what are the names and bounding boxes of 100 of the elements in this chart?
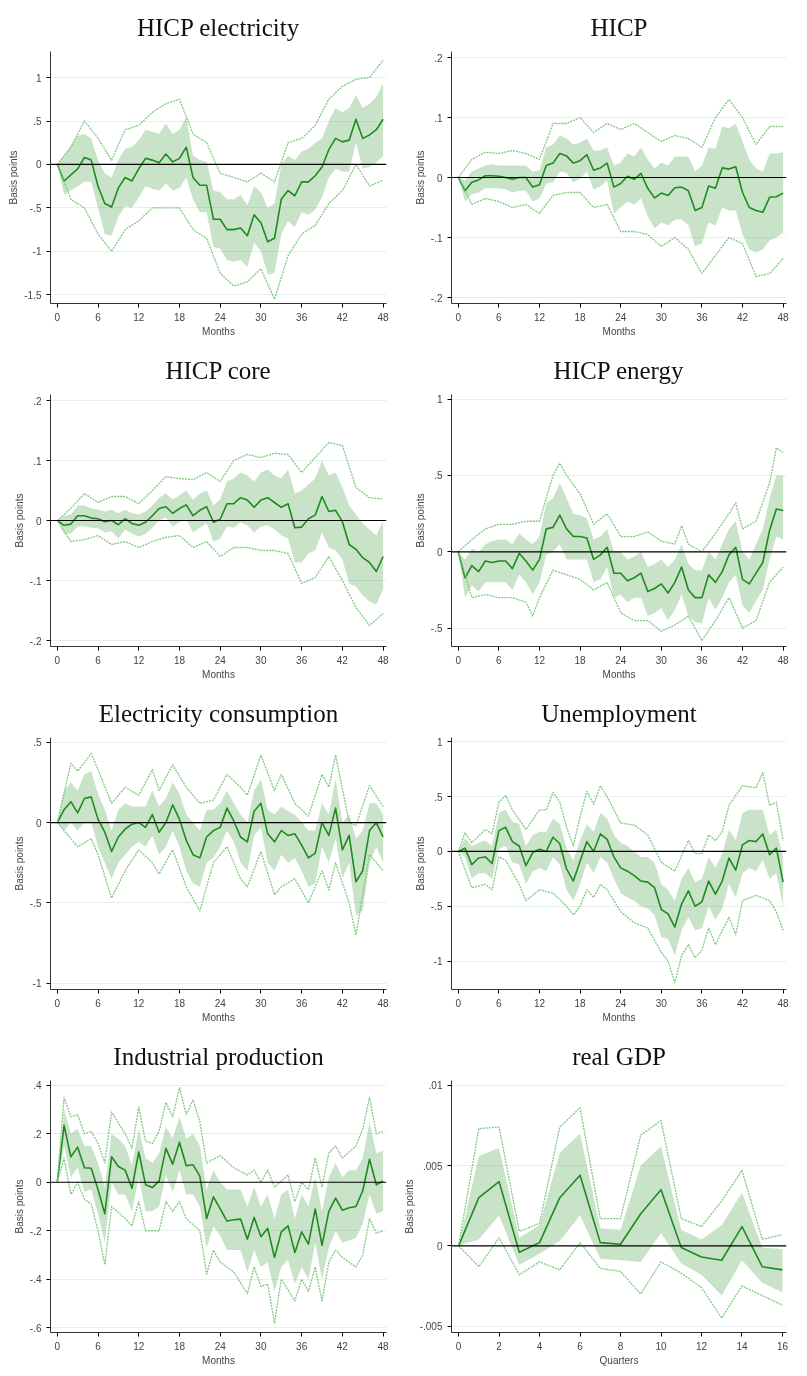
chart-title: HICP core (165, 356, 271, 384)
x-tick-label: 24 (214, 654, 227, 666)
x-tick-label: 18 (574, 997, 587, 1009)
x-tick-label: 0 (455, 997, 462, 1009)
x-tick-label: 30 (655, 654, 668, 666)
x-tick-label: 48 (377, 311, 390, 323)
y-tick-label: 0 (35, 515, 42, 527)
x-tick-label: 36 (296, 311, 308, 323)
y-tick-label: -1 (32, 246, 42, 258)
y-tick-label: .5 (434, 470, 443, 482)
x-tick-label: 36 (696, 997, 708, 1009)
x-tick-label: 6 (496, 311, 503, 323)
x-tick-label: 36 (296, 1340, 308, 1352)
x-axis-title: Months (602, 668, 636, 680)
y-axis-title: Basis points (414, 836, 426, 891)
x-axis-title: Months (602, 1011, 636, 1023)
x-tick-label: 24 (615, 997, 627, 1009)
y-tick-label: .5 (434, 791, 443, 803)
x-tick-label: 36 (696, 654, 708, 666)
y-tick-label: .1 (33, 455, 42, 467)
y-axis-title: Basis points (13, 493, 25, 548)
x-tick-label: 42 (336, 311, 349, 323)
y-tick-label: -.5 (29, 202, 42, 214)
x-tick-label: 30 (655, 997, 668, 1009)
y-tick-label: 0 (35, 159, 42, 171)
x-tick-label: 12 (533, 654, 546, 666)
y-tick-label: 0 (35, 1177, 42, 1189)
x-tick-label: 18 (173, 311, 186, 323)
x-tick-label: 18 (574, 311, 587, 323)
x-tick-label: 18 (574, 654, 587, 666)
x-tick-label: 12 (533, 311, 546, 323)
x-tick-label: 6 (95, 654, 102, 666)
y-tick-label: 0 (436, 546, 443, 558)
y-tick-label: -.4 (29, 1274, 42, 1286)
x-tick-label: 0 (54, 654, 61, 666)
x-tick-label: 24 (214, 311, 227, 323)
x-tick-label: 36 (296, 997, 308, 1009)
x-tick-label: 6 (95, 997, 102, 1009)
x-tick-label: 0 (455, 311, 462, 323)
x-tick-label: 42 (336, 1340, 349, 1352)
x-axis-title: Months (602, 325, 636, 337)
y-tick-label: -.005 (419, 1321, 443, 1333)
x-tick-label: 0 (54, 997, 61, 1009)
x-tick-label: 6 (95, 311, 102, 323)
x-tick-label: 42 (736, 654, 749, 666)
x-tick-label: 0 (54, 1340, 61, 1352)
x-tick-label: 24 (214, 1340, 227, 1352)
x-tick-label: 30 (255, 311, 267, 323)
y-tick-label: -.5 (29, 897, 42, 909)
x-tick-label: 48 (777, 311, 790, 323)
x-tick-label: 12 (133, 1340, 145, 1352)
x-tick-label: 12 (133, 654, 145, 666)
y-tick-label: 0 (436, 172, 443, 184)
x-tick-label: 6 (577, 1340, 584, 1352)
y-tick-label: -.2 (29, 1225, 42, 1237)
x-axis-title: Months (202, 325, 235, 337)
y-tick-label: .5 (33, 116, 42, 128)
x-tick-label: 36 (696, 311, 708, 323)
y-tick-label: .2 (33, 395, 42, 407)
chart-title: HICP electricity (136, 13, 300, 41)
y-tick-label: 0 (436, 1240, 443, 1252)
x-tick-label: 24 (615, 654, 627, 666)
y-tick-label: 1 (35, 72, 42, 84)
y-tick-label: .4 (33, 1080, 42, 1092)
x-tick-label: 10 (655, 1340, 667, 1352)
x-tick-label: 30 (255, 997, 267, 1009)
x-tick-label: 48 (377, 654, 390, 666)
x-tick-label: 14 (736, 1340, 748, 1352)
chart-title: Electricity consumption (98, 699, 339, 727)
x-tick-label: 30 (255, 1340, 267, 1352)
y-tick-label: 0 (35, 817, 42, 829)
y-tick-label: -.5 (430, 623, 443, 635)
x-tick-label: 48 (377, 1340, 390, 1352)
x-tick-label: 0 (455, 1340, 462, 1352)
y-tick-label: -1 (433, 956, 443, 968)
y-tick-label: -.5 (430, 901, 443, 913)
x-tick-label: 12 (133, 997, 145, 1009)
x-tick-label: 30 (655, 311, 668, 323)
x-tick-label: 36 (296, 654, 308, 666)
y-tick-label: -.1 (430, 232, 443, 244)
y-tick-label: -.2 (430, 292, 443, 304)
y-tick-label: -.6 (29, 1322, 42, 1334)
y-tick-label: .005 (423, 1160, 443, 1172)
y-tick-label: 1 (436, 394, 443, 406)
y-tick-label: 0 (436, 846, 443, 858)
x-tick-label: 42 (336, 997, 349, 1009)
y-axis-title: Basis points (414, 150, 426, 205)
x-tick-label: 24 (615, 311, 627, 323)
y-axis-title: Basis points (403, 1179, 415, 1234)
x-tick-label: 16 (776, 1340, 789, 1352)
x-tick-label: 0 (455, 654, 462, 666)
x-axis-title: Months (202, 668, 235, 680)
x-tick-label: 12 (133, 311, 145, 323)
x-tick-label: 8 (617, 1340, 624, 1352)
x-tick-label: 18 (173, 1340, 186, 1352)
y-tick-label: .5 (33, 737, 42, 749)
x-tick-label: 12 (533, 997, 546, 1009)
x-axis-title: Months (202, 1011, 235, 1023)
chart-title: Industrial production (113, 1042, 325, 1070)
y-tick-label: .1 (434, 112, 443, 124)
